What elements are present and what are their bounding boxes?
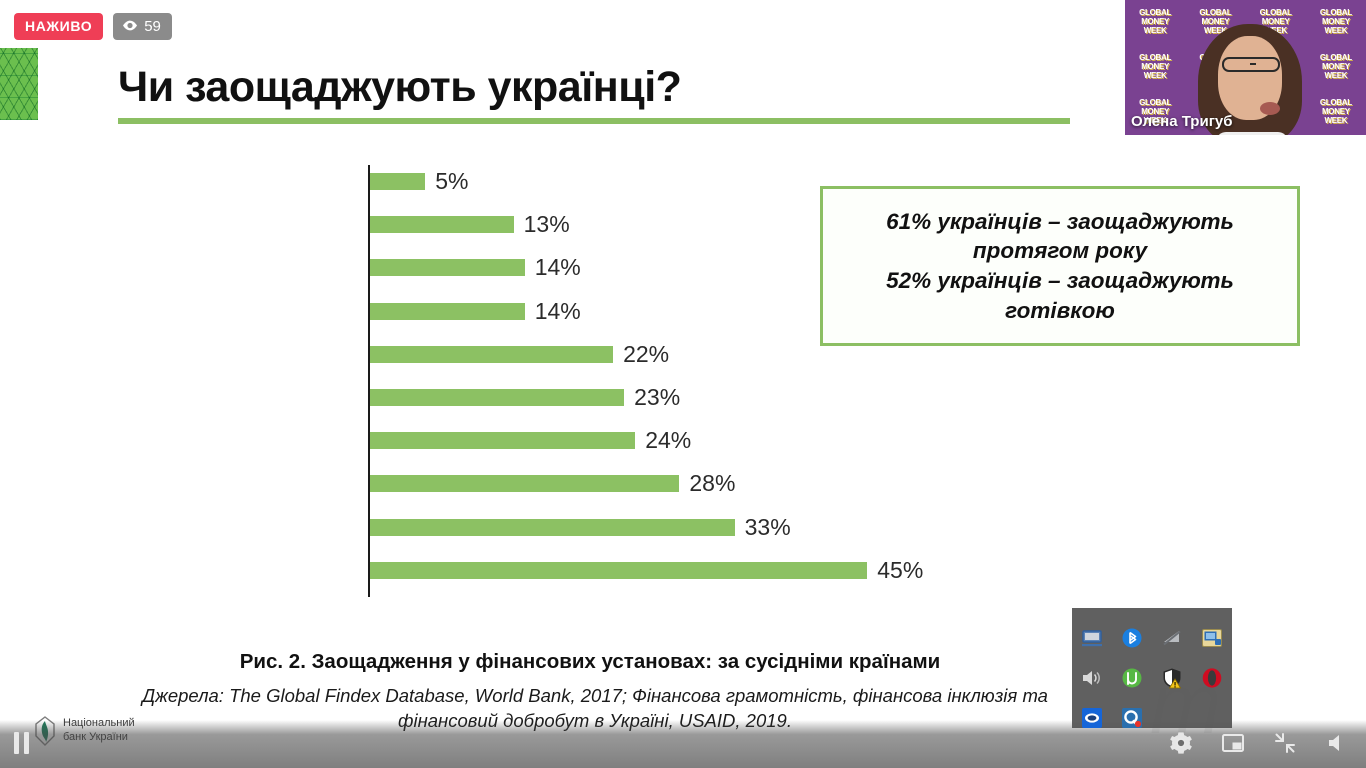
chart-row: Чехія45% <box>0 549 1000 592</box>
page-title: Чи заощаджують українці? <box>118 63 682 111</box>
chart-bar <box>370 389 625 407</box>
chart-bar <box>370 561 868 579</box>
speaker-video-figure <box>1198 24 1303 135</box>
chart-value-label: 5% <box>435 168 469 195</box>
player-right-controls <box>1168 730 1350 756</box>
chart-value-label: 13% <box>523 211 570 238</box>
chart-row: Російська Федерація14% <box>0 246 1000 289</box>
chart-row: Туреччина23% <box>0 376 1000 419</box>
chart-bar-group: 22% <box>370 341 669 368</box>
messenger-icon[interactable] <box>1081 707 1103 729</box>
chart-row: Грузія5% <box>0 160 1000 203</box>
callout-box: 61% українців – заощаджують протягом рок… <box>820 186 1300 346</box>
chart-row: Україна13% <box>0 203 1000 246</box>
viewer-count-badge: 59 <box>113 13 172 40</box>
chart-bar-group: 24% <box>370 427 691 454</box>
chart-bar-group: 23% <box>370 384 680 411</box>
chart-value-label: 22% <box>623 340 670 367</box>
callout-line-2: протягом року <box>972 238 1148 264</box>
viewer-count: 59 <box>144 17 161 35</box>
settings-button[interactable] <box>1168 730 1194 756</box>
chart-value-label: 33% <box>744 513 791 540</box>
bluetooth-icon[interactable] <box>1121 627 1143 649</box>
callout-line-4: готівкою <box>1005 297 1115 323</box>
chart-value-label: 24% <box>645 427 692 454</box>
display-icon[interactable] <box>1081 627 1103 649</box>
pause-icon <box>14 732 30 754</box>
chart-row: Польща33% <box>0 506 1000 549</box>
chart-bar <box>370 259 525 277</box>
system-tray-flyout[interactable] <box>1072 608 1232 728</box>
chart-bar-group: 14% <box>370 298 581 325</box>
stream-badges: НАЖИВО 59 <box>14 13 172 40</box>
chart-bar-group: 5% <box>370 168 469 195</box>
callout-line-3: 52% українців – заощаджують <box>886 268 1234 293</box>
network-settings-icon[interactable] <box>1201 627 1223 649</box>
decorative-lattice-block <box>0 48 38 120</box>
chart-row: Болгарія28% <box>0 462 1000 505</box>
volume-button[interactable] <box>1324 730 1350 756</box>
volume-icon[interactable] <box>1081 667 1103 689</box>
chart-value-label: 14% <box>534 254 581 281</box>
picture-in-picture-button[interactable] <box>1220 730 1246 756</box>
chart-bar <box>370 432 636 450</box>
chart-bar <box>370 345 614 363</box>
volume-icon <box>1329 735 1339 751</box>
tray-icon-grid <box>1072 618 1232 738</box>
chart-row: Білорусь22% <box>0 333 1000 376</box>
chart-y-axis <box>368 165 370 597</box>
chart-bar-group: 13% <box>370 211 570 238</box>
chart-bar <box>370 302 525 320</box>
figure-caption: Рис. 2. Заощадження у фінансових установ… <box>239 650 941 673</box>
chart-bar <box>370 518 735 536</box>
network-disconnected-icon[interactable] <box>1161 627 1183 649</box>
quicktime-icon[interactable] <box>1121 707 1143 729</box>
chart-bar <box>370 475 680 493</box>
eye-icon <box>122 18 138 35</box>
chart-bar-group: 28% <box>370 470 735 497</box>
gear-icon <box>1170 732 1192 754</box>
speaker-body <box>1216 132 1289 135</box>
speaker-mouth <box>1260 102 1281 116</box>
chart-value-label: 14% <box>534 297 581 324</box>
picture-in-picture-icon <box>1222 734 1244 752</box>
live-badge: НАЖИВО <box>14 13 104 40</box>
speaker-name: Олена Тригуб <box>1131 113 1233 130</box>
bar-chart: Грузія5%Україна13%Російська Федерація14%… <box>0 160 1000 605</box>
speaker-glasses <box>1222 57 1281 73</box>
chart-bar <box>370 216 514 234</box>
chart-row: Угорщина24% <box>0 419 1000 462</box>
security-shield-warning-icon[interactable] <box>1161 667 1183 689</box>
chart-row: Румунія14% <box>0 290 1000 333</box>
chart-bar-group: 33% <box>370 514 791 541</box>
webcam-overlay[interactable]: GLOBAL MONEY WEEK GLOBAL MONEY WEEK GLOBAL MONE… <box>1125 0 1366 135</box>
exit-fullscreen-button[interactable] <box>1272 730 1298 756</box>
chart-value-label: 45% <box>877 556 924 583</box>
exit-fullscreen-icon <box>1275 733 1295 753</box>
chart-value-label: 23% <box>634 384 681 411</box>
chart-bar <box>370 173 426 191</box>
pause-button[interactable] <box>14 732 30 754</box>
chart-bar-group: 14% <box>370 254 581 281</box>
chart-value-label: 28% <box>689 470 736 497</box>
speaker-face <box>1218 36 1283 121</box>
callout-line-1: 61% українців – заощаджують <box>886 208 1234 234</box>
utorrent-icon[interactable] <box>1121 667 1143 689</box>
chart-bar-group: 45% <box>370 557 923 584</box>
chart-rows: Грузія5%Україна13%Російська Федерація14%… <box>0 160 1000 592</box>
opera-icon[interactable] <box>1201 667 1223 689</box>
title-underline <box>118 118 1070 124</box>
